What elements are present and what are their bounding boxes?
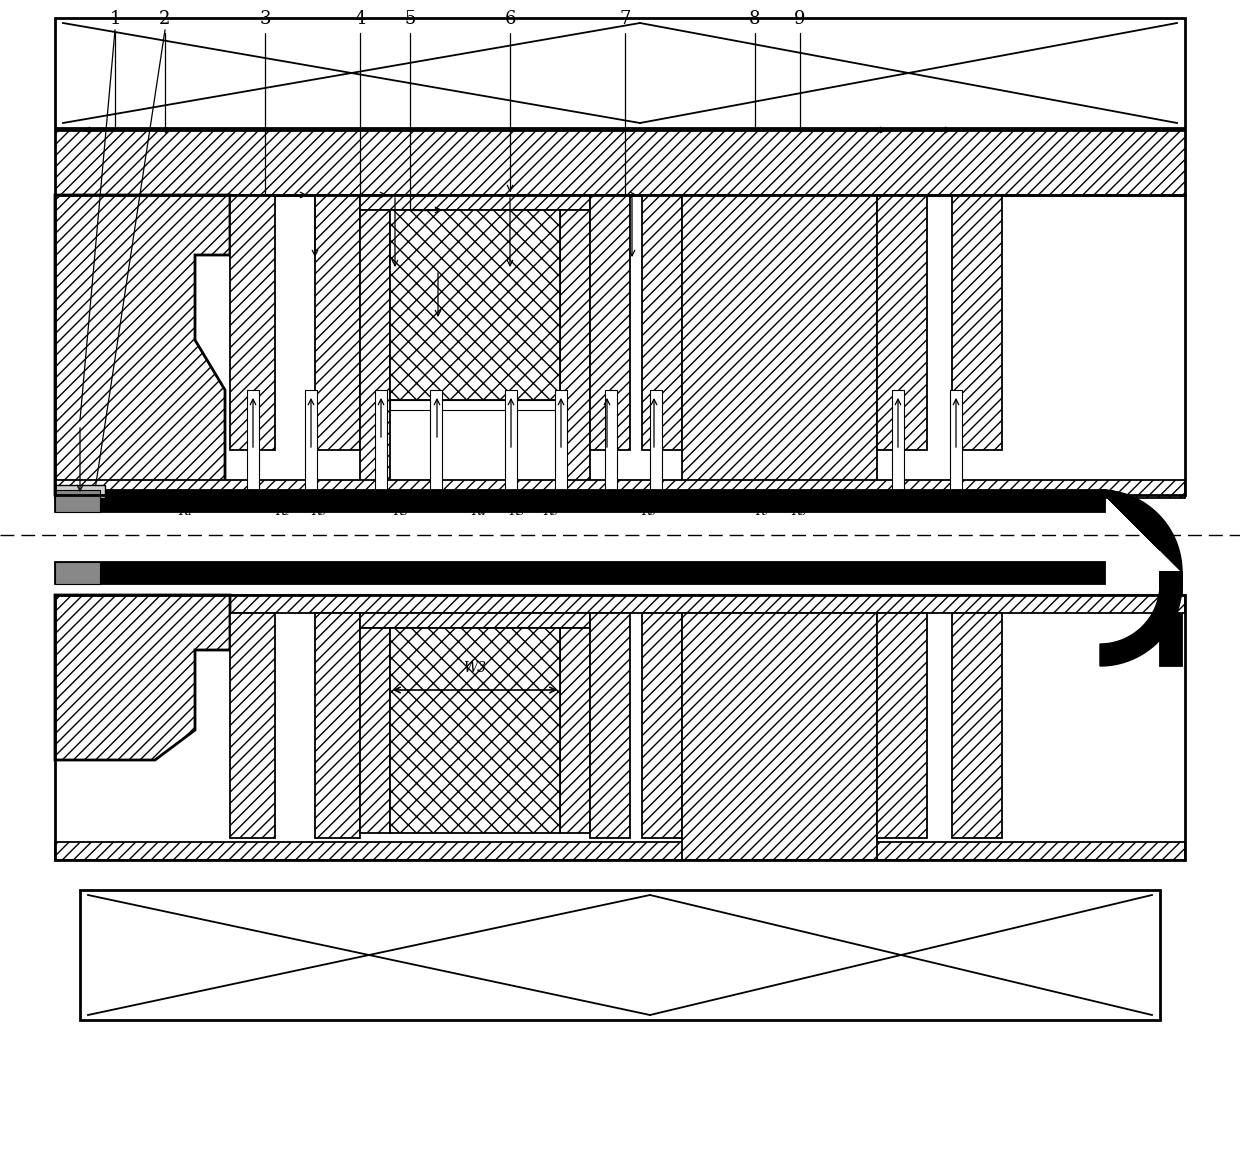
Text: 2: 2 — [159, 10, 171, 28]
Bar — [55, 562, 1105, 584]
Text: 3: 3 — [259, 10, 270, 28]
Bar — [642, 195, 682, 450]
Text: 5: 5 — [404, 10, 415, 28]
Text: R₅: R₅ — [508, 505, 523, 518]
Bar — [391, 210, 560, 400]
Text: 9: 9 — [795, 10, 806, 28]
Bar — [55, 562, 100, 584]
Bar — [55, 195, 1185, 494]
Bar — [374, 390, 387, 490]
Text: R₃: R₃ — [393, 505, 407, 518]
Text: W3: W3 — [464, 661, 486, 675]
Text: 8: 8 — [749, 10, 761, 28]
Bar — [605, 390, 618, 490]
Bar — [952, 195, 1002, 450]
Bar — [229, 613, 275, 838]
Bar — [556, 390, 567, 490]
Polygon shape — [1100, 490, 1182, 572]
Text: 7: 7 — [619, 10, 631, 28]
Text: 4: 4 — [355, 10, 366, 28]
Bar — [55, 19, 1185, 129]
Bar — [360, 210, 391, 494]
Bar — [650, 390, 662, 490]
Bar — [81, 891, 1159, 1020]
Bar — [505, 390, 517, 490]
Bar — [55, 595, 1185, 613]
Bar — [55, 842, 1185, 860]
Text: R₀: R₀ — [311, 505, 325, 518]
Bar — [1159, 572, 1182, 585]
Text: R₁: R₁ — [177, 505, 192, 518]
Bar — [360, 613, 590, 628]
Bar — [55, 490, 100, 512]
Polygon shape — [1100, 584, 1182, 666]
Bar — [229, 195, 275, 450]
Bar — [305, 390, 317, 490]
Bar — [55, 490, 1105, 512]
Bar — [55, 481, 1185, 498]
Text: R₀: R₀ — [641, 505, 655, 518]
Bar — [952, 613, 1002, 838]
Polygon shape — [55, 195, 229, 494]
Text: R₆: R₆ — [543, 505, 557, 518]
Bar — [55, 595, 1185, 860]
Text: R₄: R₄ — [471, 505, 485, 518]
Bar — [682, 195, 877, 494]
Bar — [360, 195, 590, 210]
Polygon shape — [55, 595, 229, 760]
Text: 6: 6 — [505, 10, 516, 28]
Bar — [877, 195, 928, 450]
Bar — [560, 628, 590, 833]
Bar — [55, 130, 1185, 195]
Bar — [590, 613, 630, 838]
Bar — [55, 485, 105, 498]
Bar — [360, 628, 391, 833]
Bar — [391, 628, 560, 833]
Bar — [560, 210, 590, 494]
Bar — [877, 613, 928, 838]
Bar — [642, 613, 682, 838]
Bar — [950, 390, 962, 490]
Bar — [247, 390, 259, 490]
Bar — [892, 390, 904, 490]
Bar — [315, 613, 360, 838]
Bar — [315, 195, 360, 450]
Bar — [590, 195, 630, 450]
Bar — [1159, 572, 1182, 666]
Text: R₈: R₈ — [791, 505, 805, 518]
Text: 1: 1 — [109, 10, 120, 28]
Text: R₂: R₂ — [275, 505, 289, 518]
Bar — [682, 613, 877, 860]
Text: R₇: R₇ — [755, 505, 769, 518]
Bar — [430, 390, 441, 490]
Bar — [391, 400, 560, 410]
